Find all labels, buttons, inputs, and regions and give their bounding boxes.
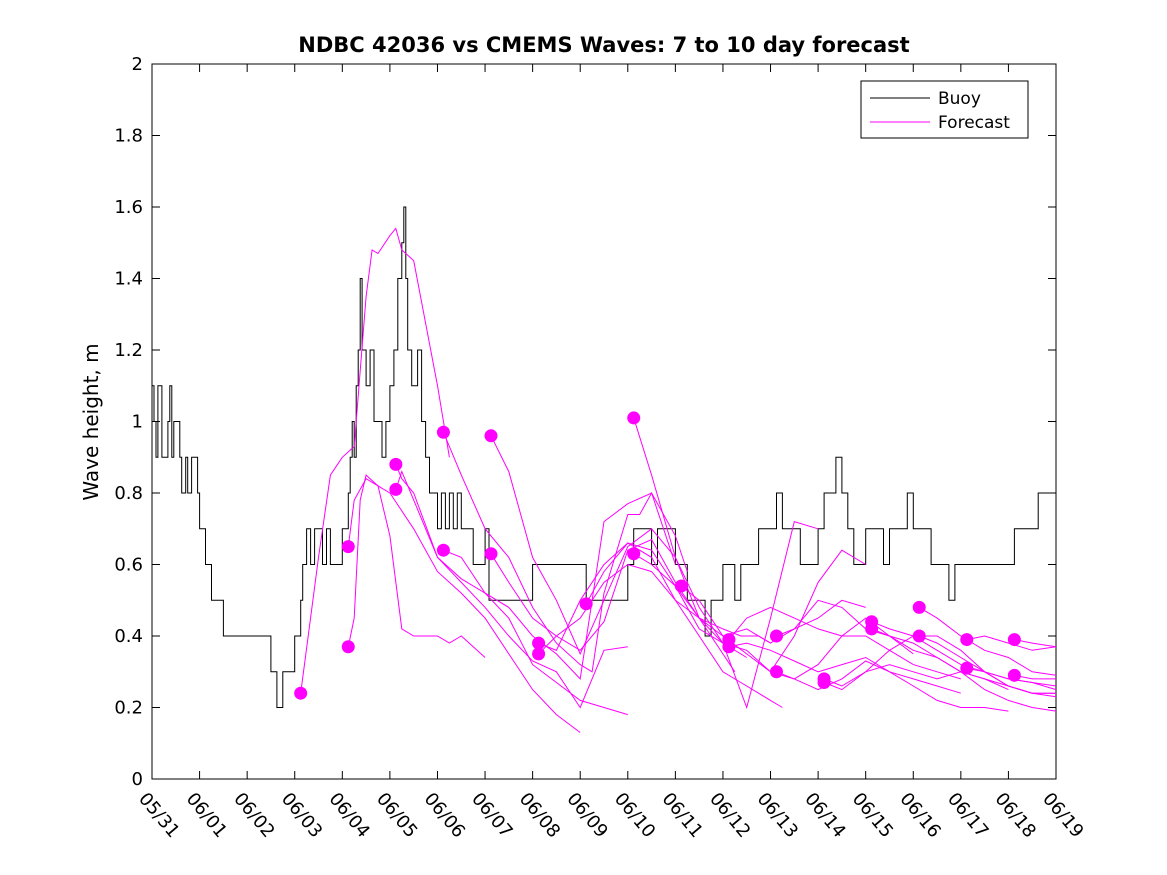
legend-label-buoy: Buoy xyxy=(938,89,981,109)
series-forecast-line xyxy=(538,563,771,655)
forecast-start-point xyxy=(579,597,593,611)
forecast-start-point xyxy=(769,629,783,643)
forecast-start-point xyxy=(960,633,974,647)
series-forecast-line xyxy=(966,667,1057,691)
y-tick-label: 0.8 xyxy=(114,483,143,504)
series-forecast-line xyxy=(728,642,961,694)
forecast-start-point xyxy=(532,647,546,661)
series-forecast-line xyxy=(966,635,1057,651)
series-forecast-line xyxy=(347,478,581,733)
series-forecast-line xyxy=(442,432,688,673)
forecast-start-point xyxy=(436,543,450,557)
forecast-start-point xyxy=(912,600,926,614)
series-forecast-line xyxy=(728,606,961,680)
forecast-start-point xyxy=(627,547,641,561)
plot-area: 00.20.40.60.811.21.41.61.8205/3106/0106/… xyxy=(114,54,1087,842)
series-forecast-line xyxy=(633,417,866,644)
forecast-start-point xyxy=(389,482,403,496)
forecast-start-point xyxy=(674,579,688,593)
forecast-start-point xyxy=(627,411,641,425)
series-forecast-line xyxy=(300,227,450,694)
y-tick-label: 0.4 xyxy=(114,626,143,647)
forecast-start-point xyxy=(436,425,450,439)
series-forecast-line xyxy=(395,470,628,716)
legend: Buoy Forecast xyxy=(860,80,1029,139)
series-forecast-line xyxy=(347,474,486,658)
y-tick-label: 1.4 xyxy=(114,269,143,290)
forecast-start-point xyxy=(769,665,783,679)
forecast-start-point xyxy=(484,429,498,443)
forecast-start-point xyxy=(817,675,831,689)
y-tick-label: 1.6 xyxy=(114,197,143,218)
y-tick-label: 0 xyxy=(132,769,143,790)
forecast-start-point xyxy=(389,457,403,471)
series-forecast-line xyxy=(823,664,1057,712)
forecast-start-point xyxy=(1007,633,1021,647)
series-forecast-line xyxy=(633,549,866,673)
forecast-start-point xyxy=(532,636,546,650)
series-forecast-line xyxy=(918,606,1057,676)
legend-label-forecast: Forecast xyxy=(938,113,1010,133)
y-tick-label: 1 xyxy=(132,412,143,433)
y-tick-label: 0.6 xyxy=(114,555,143,576)
forecast-start-point xyxy=(294,686,308,700)
y-tick-label: 0.2 xyxy=(114,698,143,719)
forecast-start-point xyxy=(1007,668,1021,682)
forecast-start-point xyxy=(341,540,355,554)
series-forecast-line xyxy=(776,660,1009,712)
y-axis-label: Wave height, m xyxy=(79,343,103,500)
forecast-start-point xyxy=(484,547,498,561)
forecast-start-point xyxy=(722,640,736,654)
series-forecast-line xyxy=(443,492,676,680)
series-forecast-line xyxy=(490,538,736,673)
legend-box xyxy=(860,80,1029,139)
forecast-start-point xyxy=(912,629,926,643)
y-tick-label: 2 xyxy=(132,54,143,75)
series-buoy-line xyxy=(152,206,1049,708)
series-forecast-line xyxy=(395,464,628,709)
y-tick-label: 1.8 xyxy=(114,126,143,147)
forecast-start-point xyxy=(960,661,974,675)
series-forecast-line xyxy=(538,542,783,708)
forecast-start-point xyxy=(865,622,879,636)
chart-title: NDBC 42036 vs CMEMS Waves: 7 to 10 day f… xyxy=(298,33,909,57)
forecast-start-point xyxy=(341,640,355,654)
series-forecast-line xyxy=(585,520,819,710)
y-tick-label: 1.2 xyxy=(114,340,143,361)
